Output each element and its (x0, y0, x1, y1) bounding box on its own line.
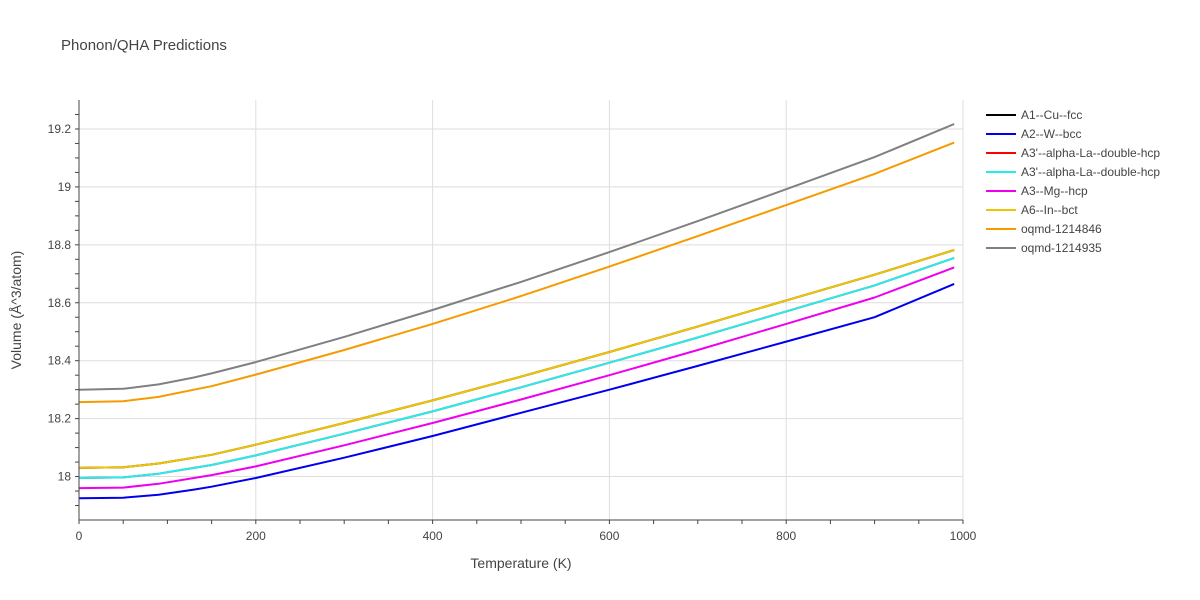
x-axis-label: Temperature (K) (470, 555, 571, 571)
series-line-8 (78, 123, 955, 391)
legend-label: A1--Cu--fcc (1021, 108, 1082, 122)
legend-item-8[interactable]: oqmd-1214935 (986, 241, 1102, 255)
legend-item-5[interactable]: A3--Mg--hcp (986, 184, 1088, 198)
series-line-4 (78, 256, 955, 479)
y-tick-label: 18.4 (48, 354, 72, 368)
series-line-2 (78, 282, 955, 500)
axes: 0 200 400 600 800 1000 18 18.2 18.4 18.6 18.8 19 19.… (48, 100, 977, 543)
x-tick-label: 800 (776, 529, 796, 543)
legend-label: A3'--alpha-La--double-hcp (1021, 146, 1160, 160)
x-tick-label: 400 (423, 529, 443, 543)
grid (79, 100, 964, 520)
legend-item-3[interactable]: A3'--alpha-La--double-hcp (986, 146, 1160, 160)
legend-item-1[interactable]: A1--Cu--fcc (986, 108, 1082, 122)
legend-label: A6--In--bct (1021, 203, 1078, 217)
legend-label: A3--Mg--hcp (1021, 184, 1088, 198)
y-tick-label: 18.8 (48, 238, 72, 252)
y-tick-label: 19 (58, 180, 72, 194)
legend-label: A3'--alpha-La--double-hcp (1021, 165, 1160, 179)
legend-item-7[interactable]: oqmd-1214846 (986, 222, 1102, 236)
series-line-6 (78, 249, 955, 469)
y-tick-label: 18 (58, 470, 72, 484)
series-line-3 (78, 256, 955, 479)
x-tick-label: 0 (76, 529, 83, 543)
legend[interactable]: A1--Cu--fcc A2--W--bcc A3'--alpha-La--doub… (986, 108, 1160, 255)
x-tick-label: 200 (246, 529, 266, 543)
legend-label: oqmd-1214846 (1021, 222, 1102, 236)
y-tick-label: 18.2 (48, 412, 72, 426)
x-tick-label: 600 (599, 529, 619, 543)
series-line-5 (78, 266, 955, 490)
y-axis-label: Volume (Å^3/atom) (8, 251, 24, 370)
chart-title: Phonon/QHA Predictions (61, 37, 227, 54)
legend-label: oqmd-1214935 (1021, 241, 1102, 255)
series-line-7 (78, 141, 955, 404)
y-tick-label: 19.2 (48, 122, 72, 136)
legend-label: A2--W--bcc (1021, 127, 1081, 141)
series-lines (78, 123, 955, 500)
legend-item-6[interactable]: A6--In--bct (986, 203, 1078, 217)
legend-item-4[interactable]: A3'--alpha-La--double-hcp (986, 165, 1160, 179)
legend-item-2[interactable]: A2--W--bcc (986, 127, 1081, 141)
x-tick-label: 1000 (950, 529, 977, 543)
y-tick-label: 18.6 (48, 296, 72, 310)
